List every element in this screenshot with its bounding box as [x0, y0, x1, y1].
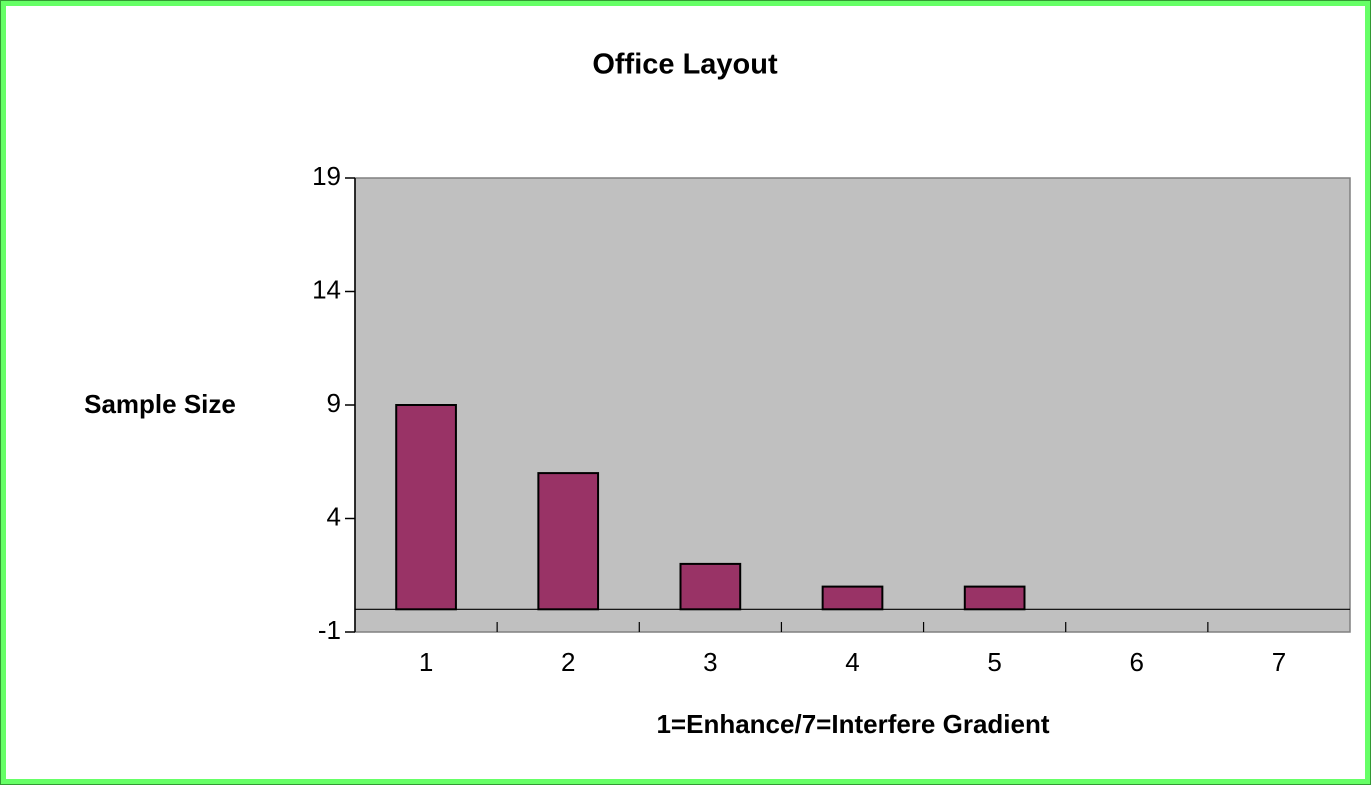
bar	[821, 585, 884, 611]
x-tick-label: 1	[419, 647, 433, 677]
x-tick-label: 7	[1272, 647, 1286, 677]
plot-area	[354, 177, 1351, 633]
bar	[395, 404, 457, 611]
y-tick-label: 19	[312, 161, 341, 191]
y-tick-label: 14	[312, 274, 341, 304]
x-tick-label: 6	[1130, 647, 1144, 677]
bar	[537, 472, 600, 611]
y-axis-label: Sample Size	[84, 389, 236, 419]
x-axis-label: 1=Enhance/7=Interfere Gradient	[656, 709, 1049, 739]
x-tick-label: 2	[561, 647, 575, 677]
y-tick-label: -1	[318, 615, 341, 645]
x-tick-label: 5	[987, 647, 1001, 677]
y-tick-label: 4	[327, 501, 341, 531]
x-tick-label: 4	[845, 647, 859, 677]
x-tick-label: 3	[703, 647, 717, 677]
chart-title: Office Layout	[592, 49, 778, 81]
y-tick-label: 9	[327, 388, 341, 418]
bar	[679, 562, 742, 611]
bar	[963, 585, 1026, 611]
